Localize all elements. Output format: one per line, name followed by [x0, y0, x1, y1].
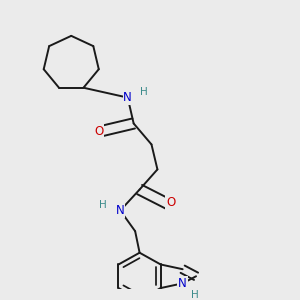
Text: N: N — [116, 204, 125, 217]
Text: O: O — [94, 125, 103, 138]
Text: H: H — [191, 290, 198, 300]
Text: H: H — [140, 87, 148, 98]
Text: H: H — [99, 200, 107, 210]
Text: N: N — [178, 277, 187, 290]
Text: O: O — [166, 196, 176, 209]
Text: N: N — [123, 91, 132, 104]
